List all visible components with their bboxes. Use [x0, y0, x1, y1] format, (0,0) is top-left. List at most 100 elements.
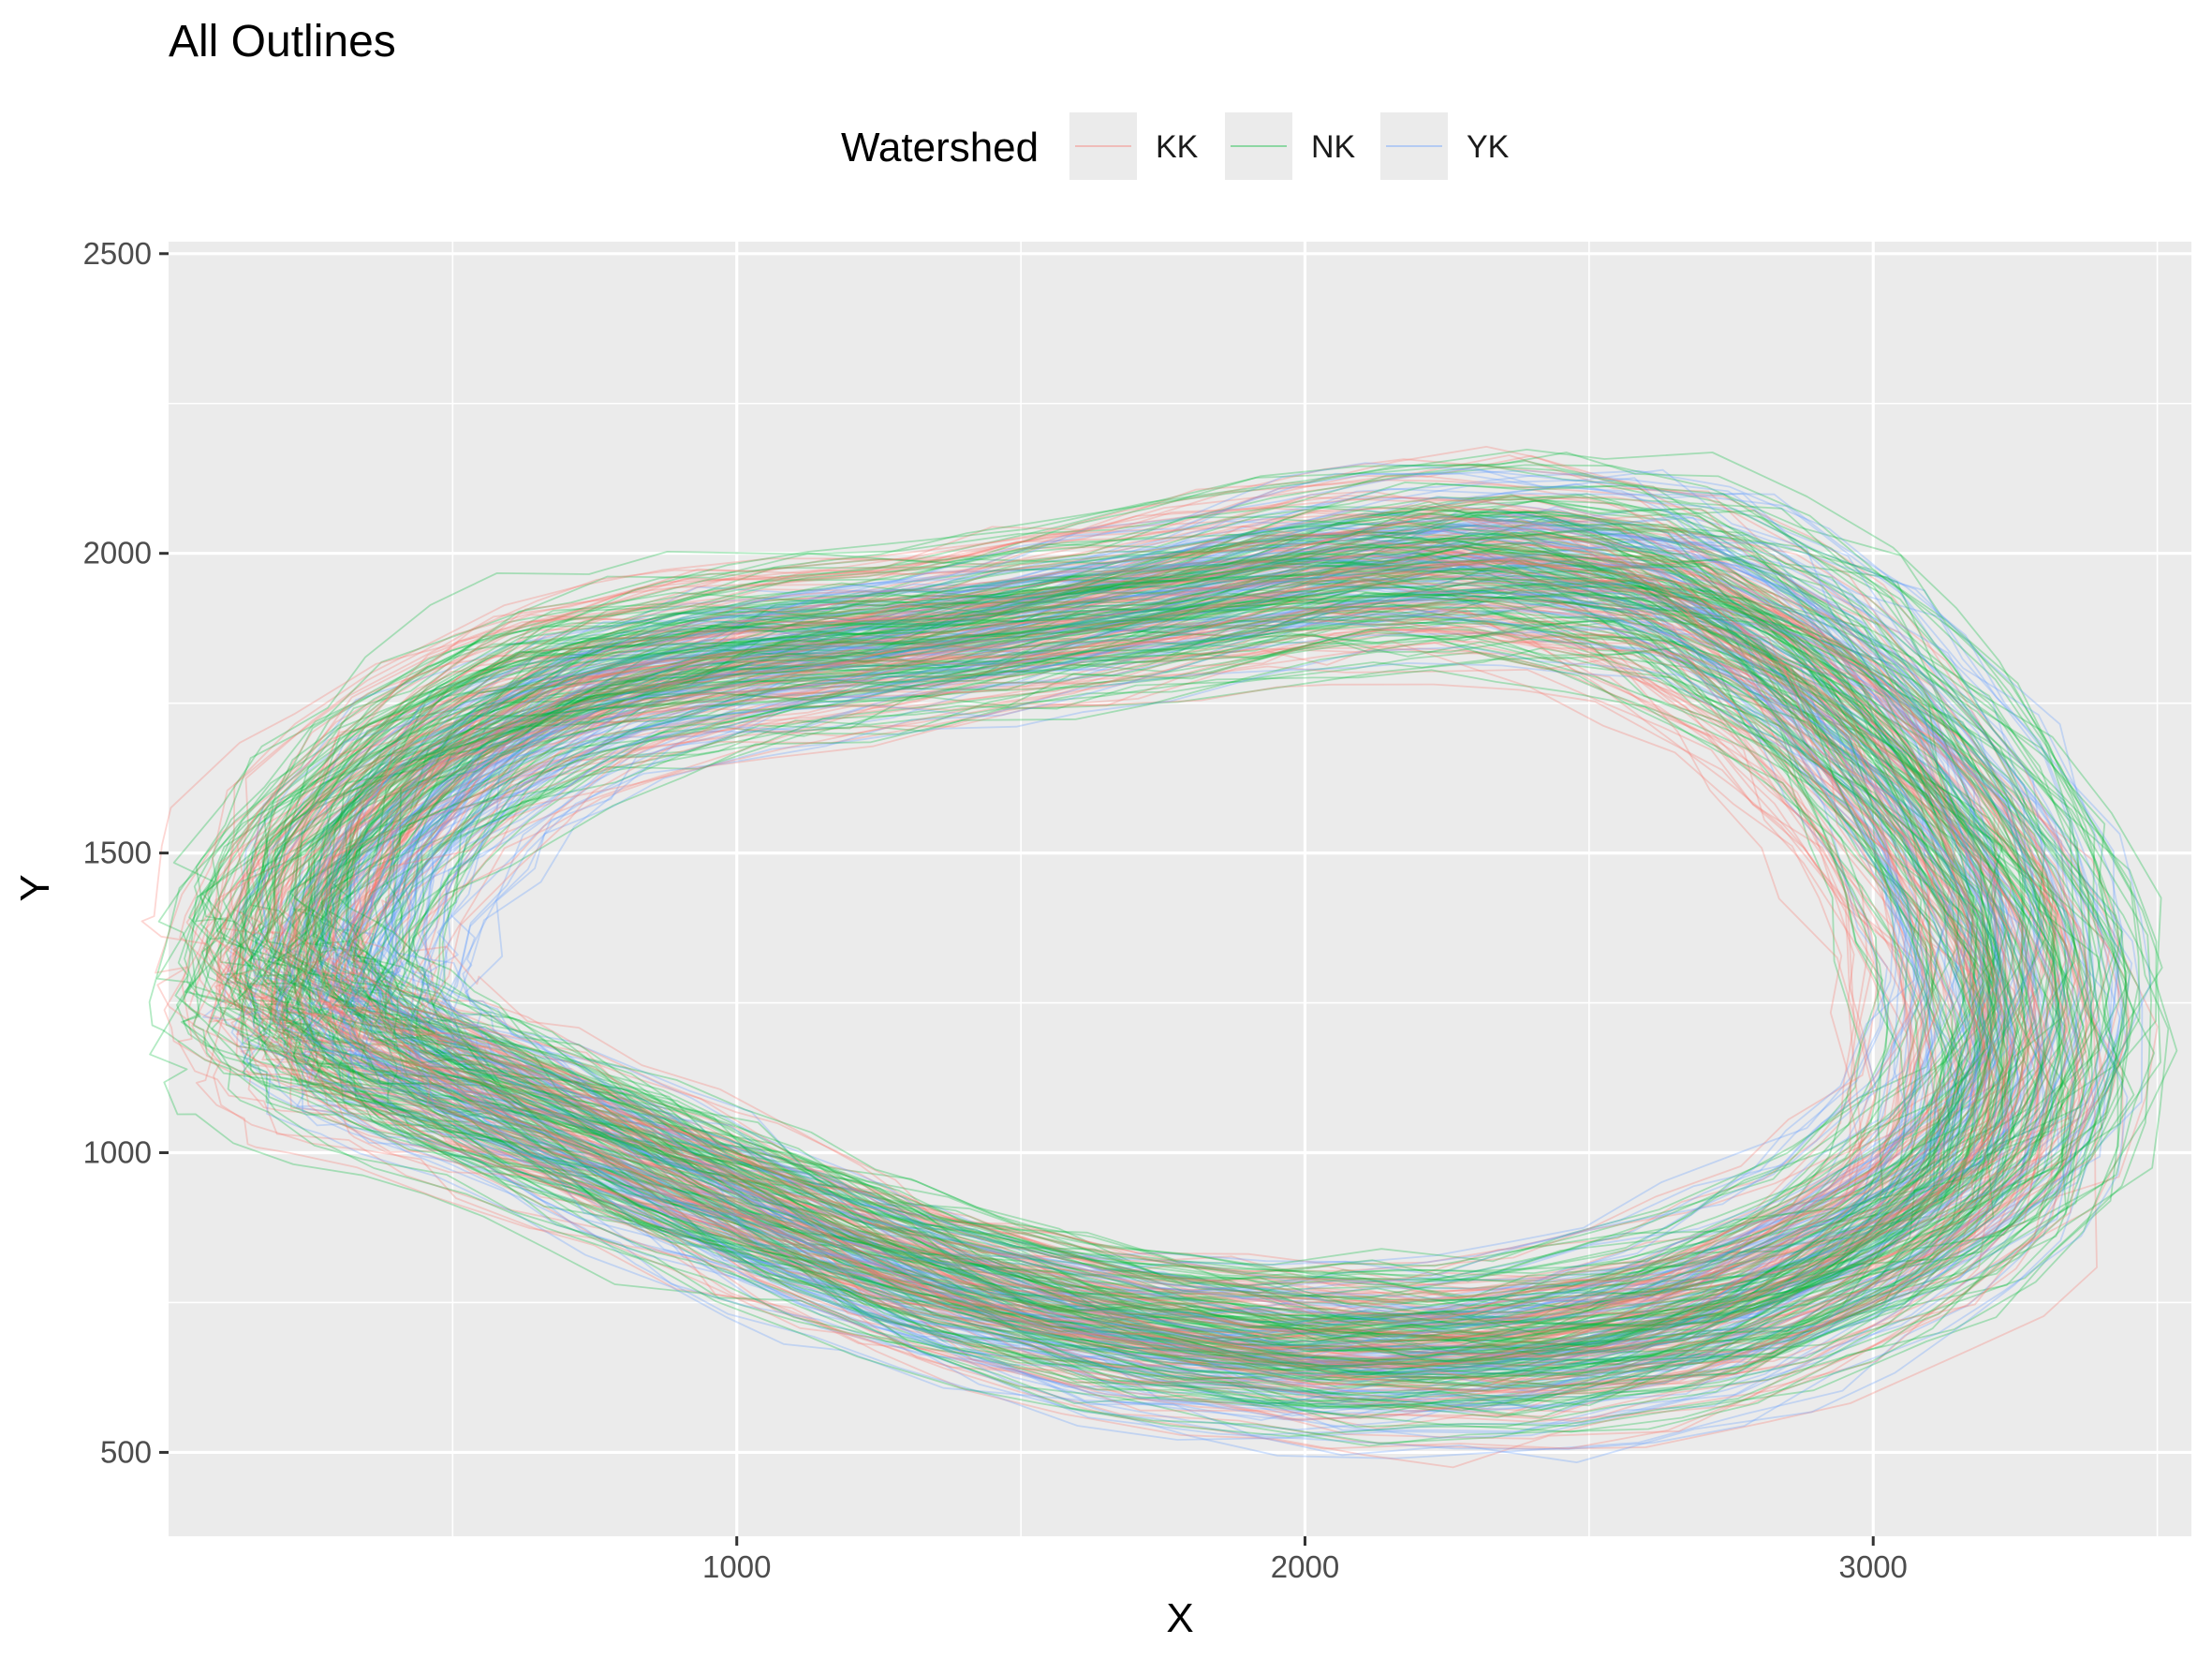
outline-nk [258, 520, 1957, 1324]
outline-nk [281, 609, 1983, 1375]
outline-nk [331, 577, 2057, 1311]
outline-kk [286, 610, 1987, 1368]
outline-kk [224, 555, 2032, 1414]
outline-kk [412, 527, 1994, 1293]
outline-yk [344, 555, 2000, 1300]
outline-yk [332, 554, 2019, 1352]
outline-nk [184, 512, 1999, 1298]
outline-yk [426, 574, 1977, 1376]
outline-yk [347, 580, 2005, 1436]
outline-nk [242, 566, 2140, 1363]
outline-kk [303, 557, 2013, 1304]
outline-nk [187, 505, 2085, 1379]
outline-nk [255, 510, 2059, 1329]
outline-yk [434, 628, 2001, 1326]
outline-nk [295, 618, 1934, 1331]
outline-nk [303, 529, 2141, 1337]
outline-kk [273, 555, 2000, 1340]
outline-nk [346, 583, 2008, 1346]
outline-kk [284, 568, 1986, 1301]
outline-nk [290, 573, 2093, 1332]
outline-kk [350, 517, 1942, 1300]
outline-nk [315, 526, 2027, 1329]
outline-kk [295, 605, 1877, 1368]
outline-yk [342, 467, 1972, 1343]
outline-nk [304, 566, 2007, 1408]
outline-kk [329, 630, 1878, 1370]
y-tick-label: 2500 [83, 236, 152, 271]
outline-nk [243, 494, 2067, 1409]
outline-nk [313, 559, 2061, 1306]
grid-lines [169, 242, 2191, 1536]
outline-yk [402, 605, 1902, 1277]
outline-nk [285, 618, 1982, 1343]
outline-kk [245, 628, 1944, 1369]
outline-yk [341, 525, 2051, 1353]
outline-nk [191, 482, 2135, 1407]
outline-kk [267, 533, 2086, 1440]
outline-nk [215, 543, 1983, 1355]
outline-nk [274, 546, 2001, 1371]
outline-nk [201, 541, 2077, 1416]
outline-kk [298, 560, 1912, 1335]
outline-yk [359, 506, 2133, 1342]
outline-yk [344, 549, 1988, 1321]
y-tick-label: 500 [100, 1434, 152, 1469]
outline-yk [441, 612, 2000, 1371]
outline-yk [311, 518, 2065, 1376]
outline-nk [354, 597, 2004, 1357]
outline-kk [326, 644, 1915, 1359]
outline-nk [315, 586, 2070, 1382]
outline-yk [239, 472, 2019, 1431]
outline-yk [319, 555, 1923, 1376]
outline-nk [282, 500, 1935, 1331]
outline-yk [419, 601, 2045, 1368]
outline-yk [338, 573, 2004, 1339]
outline-nk [360, 641, 1983, 1366]
outline-yk [389, 569, 1909, 1382]
outline-nk [308, 603, 1884, 1283]
outline-yk [365, 571, 1969, 1394]
outline-yk [342, 518, 2089, 1392]
outline-kk [352, 539, 2040, 1303]
outline-kk [155, 563, 2030, 1450]
outline-yk [450, 508, 2000, 1323]
outline-nk [266, 569, 2054, 1376]
outline-kk [331, 553, 1975, 1359]
outline-nk [338, 577, 1974, 1276]
plot-panel [169, 242, 2191, 1536]
outline-nk [262, 522, 1995, 1392]
outline-kk [179, 511, 2051, 1416]
outline-kk [383, 625, 2040, 1341]
outline-nk [432, 622, 1997, 1298]
outline-nk [232, 578, 2080, 1366]
outline-yk [252, 552, 1982, 1353]
outline-nk [227, 615, 2010, 1383]
outline-nk [245, 511, 2178, 1355]
outline-nk [365, 656, 2006, 1341]
outline-yk [273, 524, 2101, 1459]
outline-yk [387, 594, 1974, 1364]
outline-yk [373, 583, 2120, 1376]
outline-yk [448, 595, 2003, 1364]
outline-kk [289, 445, 2017, 1342]
outline-nk [339, 626, 1963, 1306]
outline-yk [376, 561, 1935, 1368]
outline-nk [289, 557, 1890, 1287]
outline-nk [331, 592, 2085, 1335]
outline-nk [200, 538, 2000, 1364]
outline-kk [305, 522, 2049, 1372]
outline-kk [328, 609, 1903, 1340]
outline-kk [229, 458, 2090, 1381]
outline-nk [238, 592, 1969, 1353]
outline-kk [332, 553, 2033, 1287]
outline-kk [312, 558, 2111, 1391]
outline-kk [361, 629, 1958, 1373]
outline-kk [235, 540, 2056, 1365]
outline-nk [374, 558, 1999, 1375]
outline-kk [259, 582, 1989, 1364]
outline-nk [266, 481, 2162, 1428]
outline-nk [320, 526, 1978, 1281]
outline-nk [324, 632, 1958, 1298]
outline-kk [253, 495, 2131, 1340]
